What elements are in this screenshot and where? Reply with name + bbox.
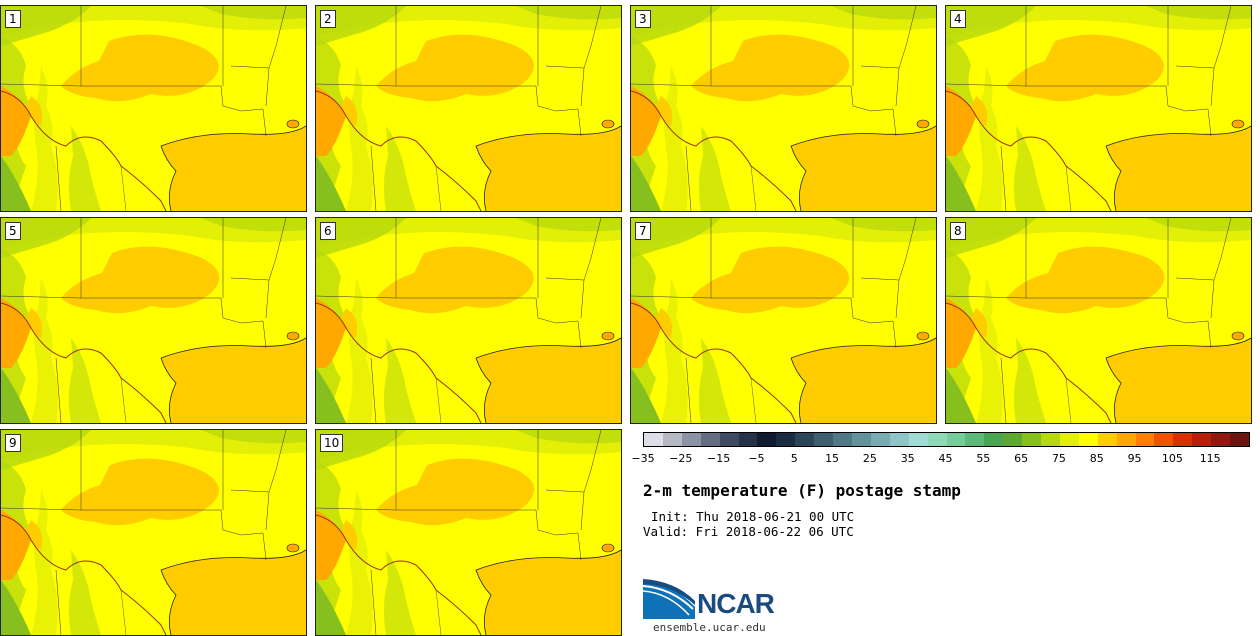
temperature-map xyxy=(946,6,1251,211)
colorbar-tick-label: 65 xyxy=(1014,452,1029,465)
colorbar-swatch xyxy=(927,433,947,446)
plot-title: 2-m temperature (F) postage stamp xyxy=(643,481,961,500)
colorbar-tick-label: −35 xyxy=(631,452,655,465)
colorbar-swatch xyxy=(738,433,758,446)
colorbar-swatch xyxy=(1116,433,1136,446)
temperature-map xyxy=(1,6,306,211)
colorbar-swatch xyxy=(1230,433,1249,446)
member-label: 1 xyxy=(5,10,21,28)
colorbar-tick-label: −25 xyxy=(669,452,693,465)
member-label: 9 xyxy=(5,434,21,452)
colorbar-swatch xyxy=(870,433,890,446)
ncar-logo-swoosh-icon xyxy=(643,579,695,619)
member-panel-10: 10 xyxy=(315,429,622,636)
colorbar-swatch xyxy=(1097,433,1117,446)
member-panel-8: 8 xyxy=(945,217,1252,424)
colorbar-swatch xyxy=(719,433,739,446)
temperature-colorbar xyxy=(643,432,1250,447)
colorbar-swatch xyxy=(1059,433,1079,446)
colorbar-swatch xyxy=(1022,433,1042,446)
colorbar-swatch xyxy=(644,433,663,446)
colorbar-tick-label: 5 xyxy=(790,452,798,465)
colorbar-swatch xyxy=(1173,433,1193,446)
temperature-map xyxy=(316,430,621,635)
colorbar-swatch xyxy=(889,433,909,446)
colorbar-tick-label: 25 xyxy=(862,452,877,465)
member-panel-5: 5 xyxy=(0,217,307,424)
colorbar-tick-label: 105 xyxy=(1161,452,1183,465)
temperature-map xyxy=(1,218,306,423)
colorbar-swatch xyxy=(700,433,720,446)
valid-time: Valid: Fri 2018-06-22 06 UTC xyxy=(643,524,854,539)
colorbar-swatch xyxy=(662,433,682,446)
colorbar-swatch xyxy=(1154,433,1174,446)
temperature-map xyxy=(1,430,306,635)
colorbar-tick-label: 95 xyxy=(1127,452,1142,465)
member-panel-1: 1 xyxy=(0,5,307,212)
init-time: Init: Thu 2018-06-21 00 UTC xyxy=(651,509,855,524)
colorbar-swatch xyxy=(681,433,701,446)
colorbar-swatch xyxy=(833,433,852,446)
member-panel-2: 2 xyxy=(315,5,622,212)
colorbar-swatch xyxy=(1135,433,1155,446)
member-panel-7: 7 xyxy=(630,217,937,424)
colorbar-swatch xyxy=(851,433,871,446)
colorbar-tick-label: 35 xyxy=(900,452,915,465)
colorbar-tick-label: 15 xyxy=(825,452,840,465)
colorbar-swatch xyxy=(1192,433,1212,446)
member-label: 8 xyxy=(950,222,966,240)
temperature-map xyxy=(316,6,621,211)
colorbar-swatch xyxy=(795,433,815,446)
colorbar-tick-label: 115 xyxy=(1199,452,1221,465)
member-label: 4 xyxy=(950,10,966,28)
colorbar-tick-label: 45 xyxy=(938,452,953,465)
website-url: ensemble.ucar.edu xyxy=(653,621,766,634)
temperature-map xyxy=(631,218,936,423)
member-panel-9: 9 xyxy=(0,429,307,636)
temperature-map xyxy=(631,6,936,211)
colorbar-swatch xyxy=(1211,433,1231,446)
colorbar-swatch xyxy=(984,433,1004,446)
colorbar-swatch xyxy=(1078,433,1098,446)
colorbar-tick-label: 75 xyxy=(1051,452,1066,465)
colorbar-tick-labels: −35 −25 −15 −5 5 15 25 35 45 55 65 75 85 95 105 115 xyxy=(631,452,1250,466)
colorbar-tick-label: 55 xyxy=(976,452,991,465)
colorbar-tick-label: 85 xyxy=(1089,452,1104,465)
member-panel-3: 3 xyxy=(630,5,937,212)
colorbar-swatch xyxy=(757,433,777,446)
colorbar-tick-label: −15 xyxy=(707,452,731,465)
colorbar-swatch xyxy=(1003,433,1023,446)
member-label: 6 xyxy=(320,222,336,240)
ncar-logo-text: NCAR xyxy=(697,588,775,619)
member-label: 2 xyxy=(320,10,336,28)
colorbar-swatch xyxy=(776,433,796,446)
colorbar-swatch xyxy=(908,433,928,446)
colorbar-swatch xyxy=(1041,433,1060,446)
member-label: 10 xyxy=(320,434,344,452)
temperature-map xyxy=(316,218,621,423)
colorbar-tick-label: −5 xyxy=(748,452,765,465)
member-panel-4: 4 xyxy=(945,5,1252,212)
member-panel-6: 6 xyxy=(315,217,622,424)
colorbar-swatch xyxy=(814,433,834,446)
member-label: 3 xyxy=(635,10,651,28)
colorbar-swatch xyxy=(965,433,985,446)
colorbar-swatch xyxy=(946,433,966,446)
member-label: 5 xyxy=(5,222,21,240)
temperature-map xyxy=(946,218,1251,423)
member-label: 7 xyxy=(635,222,651,240)
